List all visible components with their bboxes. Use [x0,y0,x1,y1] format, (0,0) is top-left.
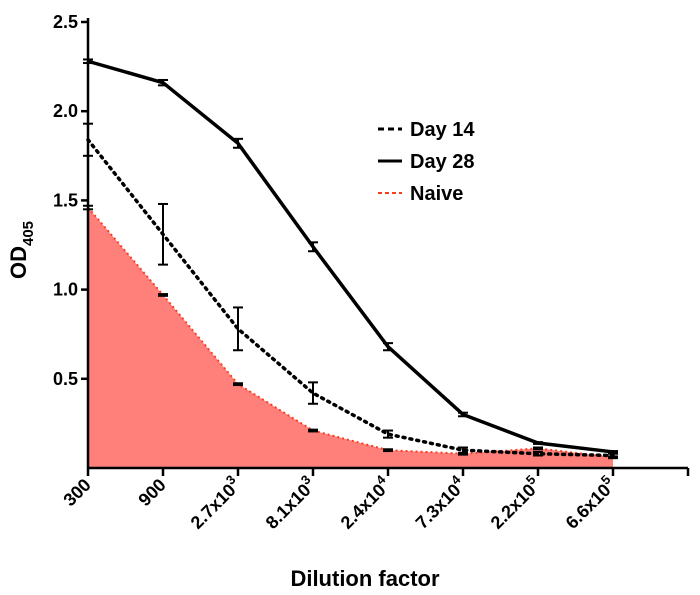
y-tick-label-1.0: 1.0 [53,280,78,300]
x-tick-label-6: 7.3x104 [409,471,471,533]
error-bar-day-28-6 [458,411,468,418]
error-bar-day-14-7 [533,450,543,457]
error-bar-naive-2 [158,293,168,297]
series-naive-area [88,207,613,468]
legend-label-day-28: Day 28 [410,151,475,173]
series-day-14-line [86,137,615,458]
error-bar-naive-4 [308,428,318,433]
error-bar-day-14-3 [233,306,243,352]
x-tick-label-3: 2.7x103 [184,472,245,533]
legend-label-day-14: Day 14 [410,119,475,141]
y-axis-title: OD405 [6,221,37,279]
x-tick-label-7: 2.2x105 [484,472,545,533]
error-bar-naive-3 [233,382,243,387]
error-bar-day-28-7 [533,441,543,445]
x-tick-label-2: 900 [134,475,169,510]
error-bar-day-28-8 [608,450,618,454]
legend: Day 14 Day 28 Naive [378,119,475,205]
x-axis-title: Dilution factor [290,566,440,591]
error-bar-day-14-4 [308,381,318,405]
legend-label-naive: Naive [410,183,463,205]
error-bar-day-28-3 [233,137,243,149]
series-naive-line [87,206,614,459]
error-bar-day-28-4 [308,241,318,253]
error-bar-day-14-6 [458,446,468,454]
x-tick-label-1: 300 [59,475,94,510]
y-tick-label-0.5: 0.5 [53,369,78,389]
y-tick-label-2.0: 2.0 [53,101,78,121]
error-bar-naive-7 [533,446,543,451]
x-tick-label-5: 2.4x104 [334,471,396,533]
y-tick-label-1.5: 1.5 [53,190,78,210]
error-bar-naive-5 [383,448,393,453]
error-bar-day-28-5 [383,342,393,352]
plot-area [83,58,618,468]
error-bar-day-14-2 [158,202,168,266]
y-tick-label-2.5: 2.5 [53,12,78,32]
error-bar-day-14-5 [383,429,393,439]
x-tick-label-8: 6.6x105 [559,472,620,533]
x-tick-label-4: 8.1x103 [259,472,320,533]
error-bar-day-28-2 [158,78,168,87]
series-day-28-line [87,59,614,454]
